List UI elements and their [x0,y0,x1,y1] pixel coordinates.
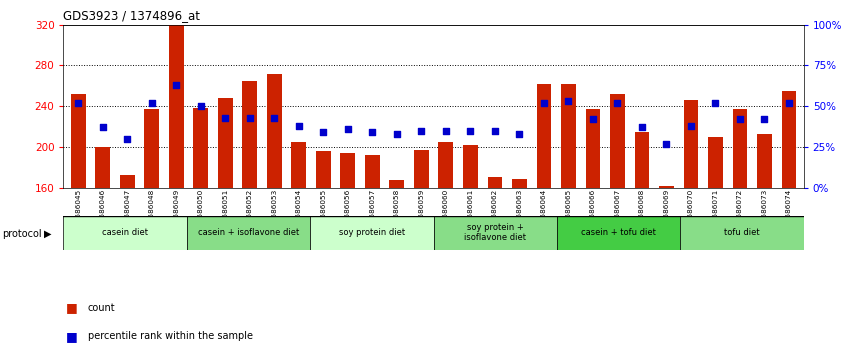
Bar [389,181,404,188]
Bar [340,153,355,188]
Text: casein + isoflavone diet: casein + isoflavone diet [198,228,299,237]
Point [218,115,232,120]
Bar [120,176,135,188]
Bar [71,94,85,188]
Point [439,128,453,133]
Point [145,100,158,106]
Bar [291,142,306,188]
Point [513,131,526,137]
Bar [63,216,187,250]
Bar [561,84,576,188]
Text: ▶: ▶ [44,229,52,239]
Bar [243,81,257,188]
Point [194,103,207,109]
Text: ■: ■ [66,330,78,343]
Point [120,136,134,142]
Point [783,100,796,106]
Bar [433,216,557,250]
Text: soy protein diet: soy protein diet [339,228,405,237]
Point [292,123,305,129]
Point [341,126,354,132]
Bar [187,216,310,250]
Point [488,128,502,133]
Bar [145,109,159,188]
Bar [757,134,772,188]
Bar [634,132,649,188]
Point [71,100,85,106]
Bar [438,142,453,188]
Bar [557,216,680,250]
Bar [96,147,110,188]
Point [562,98,575,104]
Point [709,100,722,106]
Bar [487,177,503,188]
Bar [316,151,331,188]
Text: protocol: protocol [2,229,41,239]
Point [316,130,330,135]
Bar [194,108,208,188]
Bar [684,100,698,188]
Bar [365,155,380,188]
Bar [659,185,673,188]
Text: soy protein +
isoflavone diet: soy protein + isoflavone diet [464,223,526,242]
Point [758,116,772,122]
Point [635,125,649,130]
Text: count: count [88,303,116,313]
Point [660,141,673,147]
Point [537,100,551,106]
Bar [782,91,796,188]
Point [267,115,281,120]
Bar [169,25,184,188]
Point [733,116,747,122]
Bar [708,137,722,188]
Point [464,128,477,133]
Point [586,116,600,122]
Text: ■: ■ [66,302,78,314]
Bar [585,109,601,188]
Bar [733,109,747,188]
Bar [463,145,478,188]
Point [611,100,624,106]
Text: casein + tofu diet: casein + tofu diet [581,228,656,237]
Point [390,131,404,137]
Bar [536,84,552,188]
Text: GDS3923 / 1374896_at: GDS3923 / 1374896_at [63,9,201,22]
Text: casein diet: casein diet [102,228,148,237]
Point [243,115,256,120]
Point [365,130,379,135]
Bar [610,94,624,188]
Point [96,125,109,130]
Point [684,123,698,129]
Bar [680,216,804,250]
Point [169,82,183,88]
Text: tofu diet: tofu diet [724,228,760,237]
Bar [512,179,527,188]
Bar [414,150,429,188]
Bar [310,216,433,250]
Bar [218,98,233,188]
Text: percentile rank within the sample: percentile rank within the sample [88,331,253,341]
Bar [266,74,282,188]
Point [415,128,428,133]
